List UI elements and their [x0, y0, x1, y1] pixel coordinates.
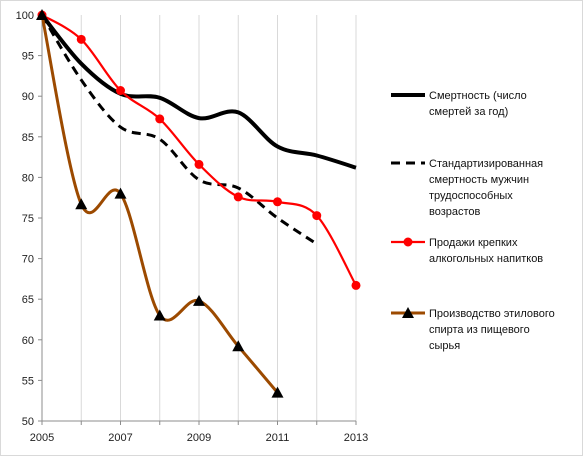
- y-tick-label: 80: [22, 172, 34, 184]
- x-tick-label: 2013: [344, 432, 368, 444]
- y-tick-label: 100: [16, 10, 34, 22]
- legend-label: спирта из пищевого: [429, 324, 530, 336]
- data-point-alcohol-sales: [116, 86, 125, 96]
- y-tick-label: 70: [22, 254, 34, 266]
- y-tick-label: 95: [22, 51, 34, 63]
- axis-layer: 50 55 60 65 70 75 80 85 90 95 100 2005 2007 2009 2011 2…: [16, 10, 369, 444]
- data-point-ethanol-production: [153, 309, 166, 321]
- legend-label: возрастов: [429, 206, 481, 218]
- data-point-alcohol-sales: [273, 197, 282, 207]
- y-tick-label: 50: [22, 416, 34, 428]
- series-layer: [36, 9, 361, 398]
- legend-label: трудоспособных: [429, 190, 513, 202]
- data-point-ethanol-production: [36, 9, 48, 20]
- legend-entry-alcohol-sales: Продажи крепких алкогольных напитков: [391, 237, 543, 265]
- legend-layer: Смертность (число смертей за год) Стандарт…: [391, 90, 555, 352]
- series-line-standardized-mortality: [40, 14, 318, 246]
- legend-marker: [402, 307, 414, 318]
- legend-entry-standardized-mortality: Стандартизированная смертность мужчин труд…: [391, 158, 543, 218]
- x-tick-label: 2009: [187, 432, 211, 444]
- legend-entry-ethanol-production: Производство этилового спирта из пищевого…: [391, 307, 555, 352]
- data-point-ethanol-production: [232, 340, 245, 352]
- legend-label: Продажи крепких: [429, 237, 518, 249]
- series-line-mortality: [40, 13, 357, 170]
- x-tick-label: 2011: [266, 432, 290, 444]
- data-point-ethanol-production: [114, 187, 127, 199]
- x-tick-label: 2005: [30, 432, 54, 444]
- grid-layer: [80, 15, 357, 421]
- legend-label: смертность мужчин: [429, 174, 529, 186]
- series-ethanol-production: [36, 9, 284, 398]
- data-point-alcohol-sales: [233, 192, 243, 202]
- series-mortality: [40, 13, 357, 170]
- y-tick-label: 90: [22, 91, 34, 103]
- legend-marker: [403, 237, 413, 247]
- series-standardized-mortality: [40, 14, 318, 246]
- data-point-ethanol-production: [193, 294, 205, 306]
- data-point-alcohol-sales: [76, 34, 86, 44]
- legend-label: Производство этилового: [429, 308, 555, 320]
- legend-entry-mortality: Смертность (число смертей за год): [391, 90, 527, 118]
- legend-label: сырья: [429, 340, 460, 352]
- legend-label: Стандартизированная: [429, 158, 543, 170]
- data-point-ethanol-production: [271, 386, 284, 398]
- y-tick-label: 85: [22, 132, 34, 144]
- y-tick-label: 60: [22, 335, 34, 347]
- series-line-ethanol-production: [40, 14, 279, 394]
- y-tick-label: 75: [22, 213, 34, 225]
- data-point-alcohol-sales: [194, 159, 204, 169]
- y-tick-label: 55: [22, 375, 34, 387]
- y-tick-label: 65: [22, 294, 34, 306]
- data-point-alcohol-sales: [351, 280, 361, 290]
- legend-label: смертей за год): [429, 106, 508, 118]
- legend-label: алкогольных напитков: [429, 253, 543, 265]
- data-point-alcohol-sales: [312, 211, 322, 221]
- legend-label: Смертность (число: [429, 90, 527, 102]
- data-point-alcohol-sales: [155, 114, 165, 124]
- data-point-ethanol-production: [75, 198, 88, 210]
- x-tick-label: 2007: [108, 432, 132, 444]
